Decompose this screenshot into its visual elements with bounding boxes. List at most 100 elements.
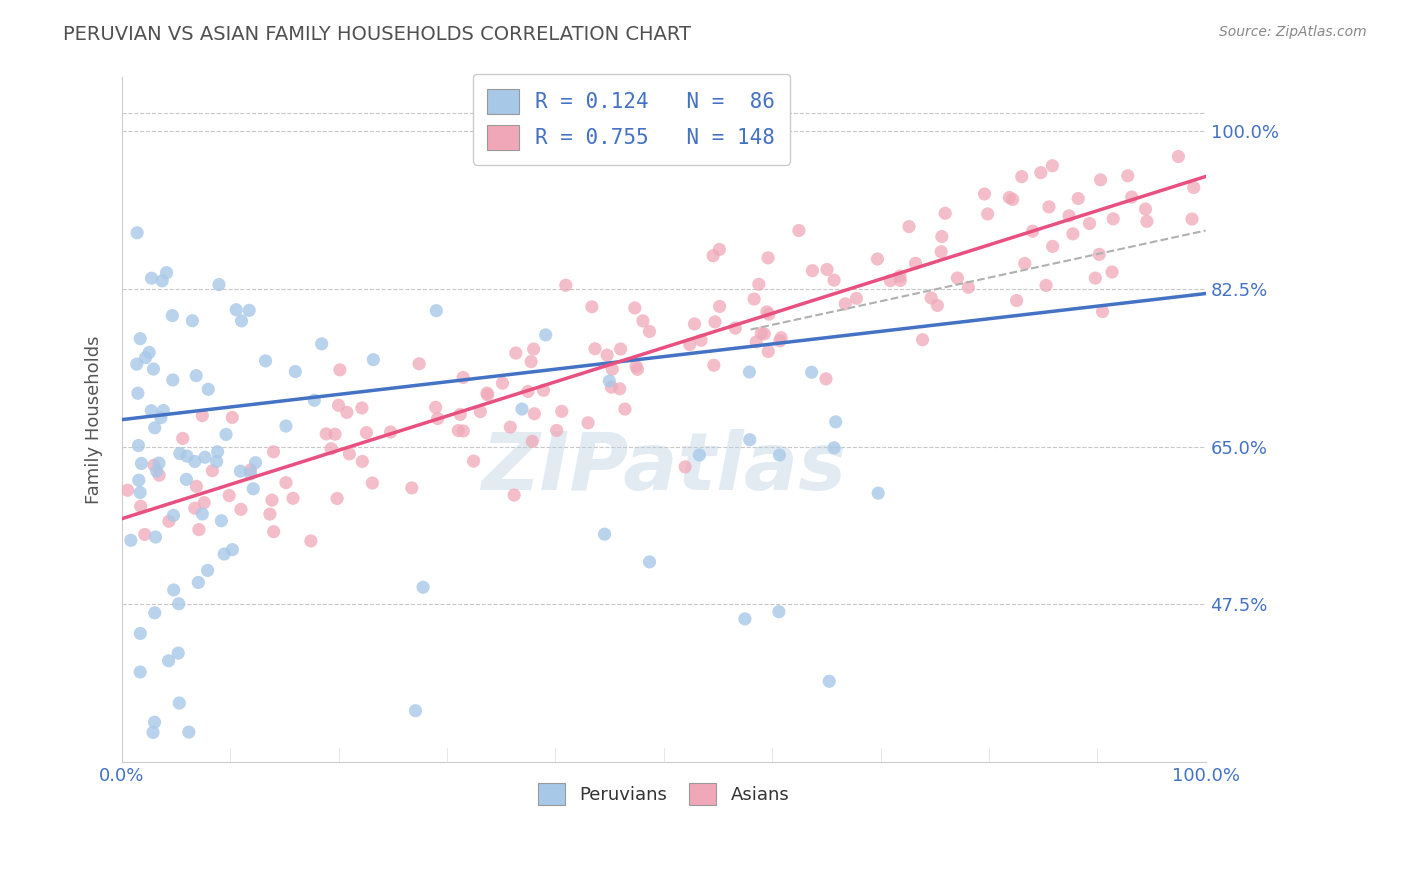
Point xyxy=(337,447,360,461)
Point xyxy=(818,674,841,689)
Point xyxy=(361,476,384,491)
Point xyxy=(323,427,346,442)
Point xyxy=(125,357,148,371)
Point xyxy=(470,404,492,418)
Point xyxy=(583,342,606,356)
Point xyxy=(598,374,620,388)
Point xyxy=(734,612,756,626)
Point xyxy=(1167,149,1189,163)
Point xyxy=(143,458,166,473)
Point xyxy=(184,454,207,468)
Point xyxy=(197,382,219,396)
Point xyxy=(503,488,526,502)
Point xyxy=(576,416,599,430)
Point xyxy=(534,327,557,342)
Point xyxy=(523,407,546,421)
Point xyxy=(546,424,568,438)
Point xyxy=(304,393,326,408)
Point xyxy=(207,444,229,458)
Point xyxy=(683,317,706,331)
Point xyxy=(157,514,180,528)
Point xyxy=(181,314,204,328)
Point xyxy=(143,421,166,435)
Point xyxy=(1136,214,1159,228)
Point xyxy=(758,307,780,321)
Point xyxy=(152,403,174,417)
Point xyxy=(998,190,1021,204)
Point xyxy=(215,427,238,442)
Point xyxy=(408,357,430,371)
Point xyxy=(1021,224,1043,238)
Point xyxy=(1005,293,1028,308)
Point xyxy=(356,425,378,440)
Point xyxy=(551,404,574,418)
Point xyxy=(738,365,761,379)
Point xyxy=(193,495,215,509)
Point xyxy=(491,376,513,391)
Point xyxy=(143,606,166,620)
Point xyxy=(238,303,260,318)
Point xyxy=(127,386,149,401)
Point xyxy=(141,271,163,285)
Point xyxy=(1062,227,1084,241)
Point xyxy=(927,298,949,312)
Point xyxy=(254,354,277,368)
Point xyxy=(749,326,772,341)
Point xyxy=(631,314,654,328)
Point xyxy=(1057,209,1080,223)
Text: Source: ZipAtlas.com: Source: ZipAtlas.com xyxy=(1219,25,1367,39)
Point xyxy=(520,354,543,368)
Point xyxy=(889,269,911,284)
Point xyxy=(141,403,163,417)
Point xyxy=(1135,202,1157,216)
Point xyxy=(1001,193,1024,207)
Point xyxy=(904,256,927,270)
Point xyxy=(145,530,167,544)
Point xyxy=(169,696,191,710)
Point xyxy=(673,459,696,474)
Point xyxy=(1116,169,1139,183)
Point xyxy=(1088,247,1111,261)
Point xyxy=(449,408,471,422)
Point xyxy=(1101,265,1123,279)
Point xyxy=(231,314,253,328)
Point xyxy=(326,491,349,506)
Point xyxy=(239,467,262,481)
Point xyxy=(263,444,285,458)
Point xyxy=(823,273,845,287)
Point xyxy=(834,297,856,311)
Point xyxy=(162,373,184,387)
Point xyxy=(613,402,636,417)
Point xyxy=(163,582,186,597)
Point xyxy=(823,441,845,455)
Point xyxy=(186,368,208,383)
Point xyxy=(755,305,778,319)
Point xyxy=(281,491,304,506)
Point xyxy=(756,251,779,265)
Point xyxy=(128,473,150,487)
Point xyxy=(709,300,731,314)
Point xyxy=(709,243,731,257)
Point xyxy=(225,302,247,317)
Point xyxy=(239,463,262,477)
Point xyxy=(329,363,352,377)
Point xyxy=(768,448,790,462)
Point xyxy=(1084,271,1107,285)
Point xyxy=(742,292,765,306)
Point xyxy=(157,654,180,668)
Point xyxy=(145,464,167,478)
Point xyxy=(477,388,499,402)
Point xyxy=(800,365,823,379)
Point xyxy=(131,457,153,471)
Point xyxy=(172,432,194,446)
Point xyxy=(120,533,142,548)
Point xyxy=(868,486,890,500)
Point xyxy=(931,229,953,244)
Point xyxy=(191,409,214,423)
Point xyxy=(155,266,177,280)
Point xyxy=(690,333,713,347)
Point xyxy=(260,493,283,508)
Point xyxy=(187,523,209,537)
Point xyxy=(745,334,768,349)
Point xyxy=(756,344,779,359)
